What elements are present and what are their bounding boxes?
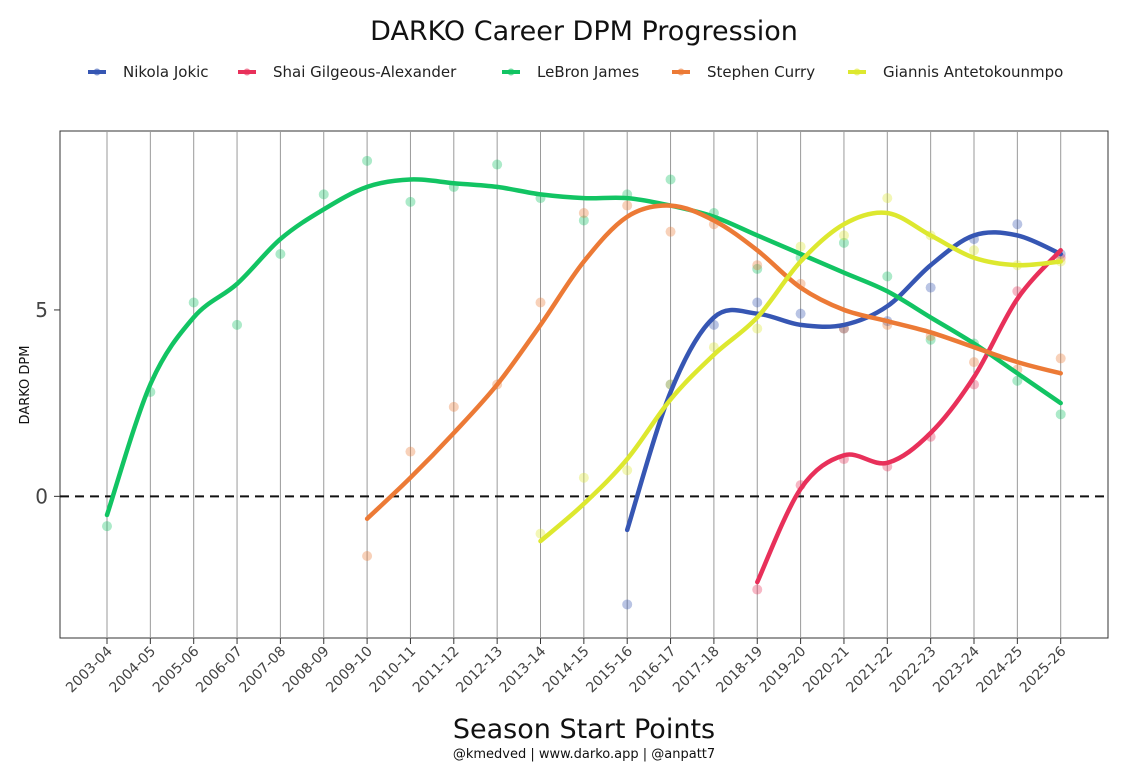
legend-swatch-dot [853,68,861,76]
x-tick-label: 2005-06 [150,643,203,696]
x-tick-label: 2022-23 [887,644,940,697]
data-point-stephen-curry [1055,353,1066,364]
caption: @kmedved | www.darko.app | @anpatt7 [453,747,715,762]
data-point-stephen-curry [578,208,589,219]
data-point-nikola-jokic [925,282,936,293]
legend-swatch-dot [677,68,685,76]
x-tick-label: 2004-05 [106,644,159,697]
data-point-lebron-james [188,297,199,308]
data-point-nikola-jokic [622,599,633,610]
data-point-lebron-james [1012,375,1023,386]
x-tick-label: 2019-20 [757,644,810,697]
data-point-shai-gilgeous-alexander [752,584,763,595]
x-tick-label: 2014-15 [540,644,593,697]
data-point-lebron-james [578,215,589,226]
plot-area [59,130,1109,639]
x-tick-label: 2010-11 [367,644,420,697]
legend: Nikola Jokic Shai Gilgeous-Alexander LeBro… [88,63,1063,81]
legend-label: Nikola Jokic [123,63,209,81]
data-point-stephen-curry [622,200,633,211]
data-point-lebron-james [1055,409,1066,420]
x-tick-label: 2011-12 [410,644,463,697]
x-axis-title: Season Start Points [453,714,715,745]
trend-line-lebron-james [104,177,1063,518]
x-axis: 2003-042004-052005-062006-072007-082008-… [63,638,1070,697]
x-tick-label: 2024-25 [973,644,1026,697]
data-point-lebron-james [492,159,503,170]
x-tick-label: 2018-19 [713,644,766,697]
legend-item-stephen-curry: Stephen Curry [672,63,815,81]
chart-title: DARKO Career DPM Progression [370,16,798,47]
x-tick-label: 2003-04 [63,643,116,696]
y-axis-title: DARKO DPM [18,346,33,425]
data-point-lebron-james [882,271,893,282]
data-point-giannis-antetokounmpo [882,193,893,204]
x-tick-label: 2025-26 [1017,643,1070,696]
y-tick-label: 5 [35,298,48,322]
legend-swatch-dot [507,68,515,76]
data-point-nikola-jokic [795,308,806,319]
data-point-giannis-antetokounmpo [838,230,849,241]
data-point-stephen-curry [665,226,676,237]
legend-label: Stephen Curry [707,63,815,81]
legend-item-lebron-james: LeBron James [502,63,639,81]
trend-line-shai-gilgeous-alexander [755,248,1063,585]
x-tick-label: 2017-18 [670,644,723,697]
data-point-stephen-curry [448,401,459,412]
x-tick-label: 2012-13 [453,644,506,697]
data-point-giannis-antetokounmpo [622,465,633,476]
x-tick-label: 2006-07 [193,644,246,697]
data-point-giannis-antetokounmpo [969,245,979,256]
data-point-lebron-james [102,521,112,532]
data-point-lebron-james [232,319,243,330]
trend-lines [104,177,1063,585]
trend-line-stephen-curry [364,203,1063,521]
data-point-lebron-james [838,237,849,248]
legend-label: LeBron James [537,63,639,81]
legend-item-shai-gilgeous-alexander: Shai Gilgeous-Alexander [238,63,457,81]
data-point-giannis-antetokounmpo [578,472,589,483]
data-point-lebron-james [665,174,676,185]
data-point-stephen-curry [969,357,979,368]
data-point-lebron-james [405,196,416,207]
x-tick-label: 2015-16 [583,643,636,696]
x-tick-label: 2007-08 [237,644,290,697]
legend-label: Shai Gilgeous-Alexander [273,63,457,81]
data-point-stephen-curry [535,297,546,308]
data-point-lebron-james [275,249,286,260]
data-point-nikola-jokic [752,297,763,308]
legend-swatch-dot [93,68,101,76]
data-point-giannis-antetokounmpo [752,323,763,334]
x-tick-label: 2020-21 [800,644,853,697]
trend-line-nikola-jokic [624,230,1063,533]
data-point-lebron-james [752,263,763,274]
x-tick-label: 2013-14 [497,643,550,696]
legend-label: Giannis Antetokounmpo [883,63,1063,81]
x-tick-label: 2016-17 [627,644,680,697]
x-tick-label: 2023-24 [930,643,983,696]
data-point-stephen-curry [752,260,763,271]
y-tick-label: 0 [35,484,48,508]
vertical-grid [106,131,1062,638]
trend-line-giannis-antetokounmpo [538,210,1063,544]
legend-item-giannis-antetokounmpo: Giannis Antetokounmpo [848,63,1063,81]
data-point-stephen-curry [362,550,373,561]
y-axis: 05 [35,298,60,508]
data-point-lebron-james [362,155,373,166]
x-tick-label: 2008-09 [280,644,333,697]
legend-item-nikola-jokic: Nikola Jokic [88,63,209,81]
data-point-lebron-james [925,334,936,345]
x-tick-label: 2021-22 [843,644,896,697]
data-point-nikola-jokic [1012,219,1023,230]
data-point-lebron-james [318,189,329,200]
legend-swatch-dot [243,68,251,76]
x-tick-label: 2009-10 [323,644,376,697]
data-point-giannis-antetokounmpo [795,241,806,252]
data-point-stephen-curry [405,446,416,457]
